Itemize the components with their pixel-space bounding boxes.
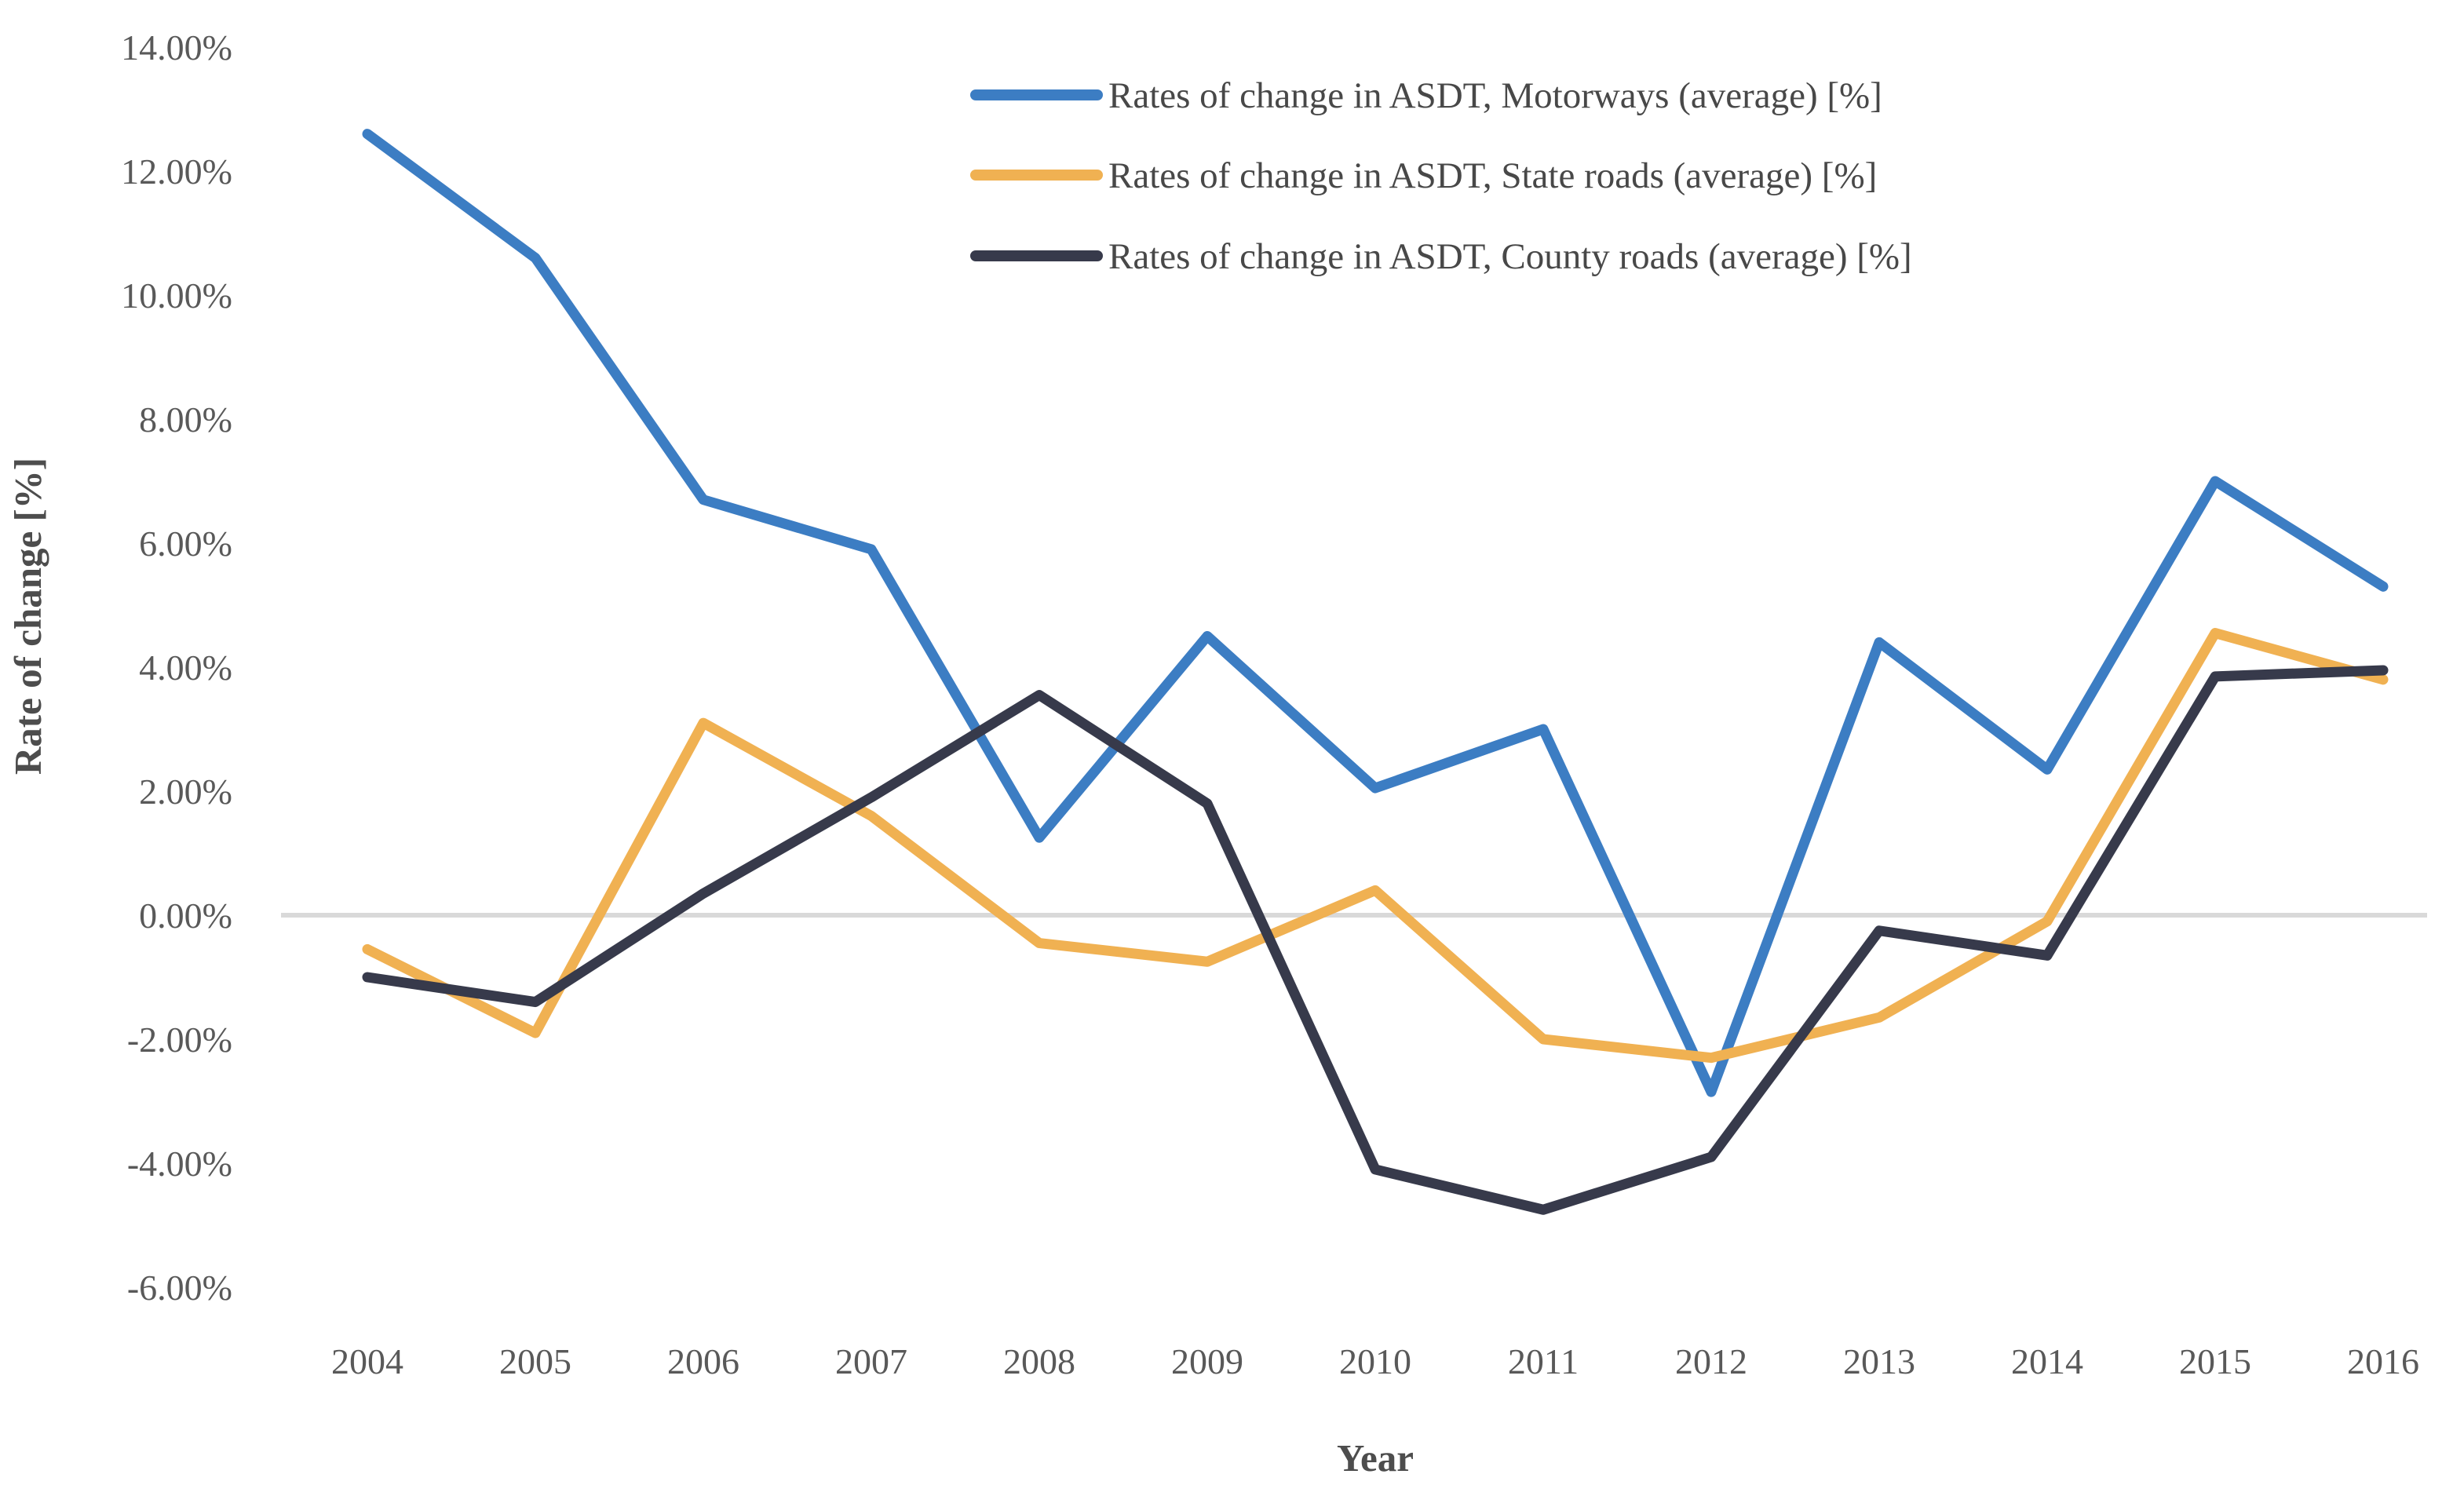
- y-axis-tick-labels: 14.00% 12.00% 10.00% 8.00% 6.00% 4.00% 2.00% 0.…: [121, 27, 232, 1308]
- y-tick-label: 6.00%: [139, 524, 232, 564]
- y-tick-label: 10.00%: [121, 275, 232, 316]
- x-tick-label: 2007: [835, 1341, 907, 1381]
- y-tick-label: 4.00%: [139, 648, 232, 688]
- x-tick-label: 2011: [1508, 1341, 1579, 1381]
- series-line-2: [362, 665, 2389, 1215]
- y-tick-label: -2.00%: [127, 1020, 232, 1060]
- x-tick-label: 2009: [1171, 1341, 1243, 1381]
- legend-item: Rates of change in ASDT, State roads (av…: [970, 155, 1877, 196]
- y-tick-label: 8.00%: [139, 400, 232, 440]
- x-tick-label: 2016: [2347, 1341, 2419, 1381]
- data-series-lines: [362, 129, 2389, 1215]
- legend-label: Rates of change in ASDT, Motorways (aver…: [1108, 75, 1882, 116]
- series-line-1: [362, 628, 2389, 1064]
- x-tick-label: 2010: [1339, 1341, 1411, 1381]
- x-tick-label: 2013: [1843, 1341, 1915, 1381]
- x-tick-label: 2015: [2179, 1341, 2251, 1381]
- x-axis-tick-labels: 2004 2005 2006 2007 2008 2009 2010 2011 2012 2013…: [331, 1341, 2419, 1381]
- y-tick-label: -4.00%: [127, 1144, 232, 1184]
- legend-label: Rates of change in ASDT, County roads (a…: [1108, 236, 1912, 277]
- x-tick-label: 2005: [499, 1341, 571, 1381]
- y-tick-label: 12.00%: [121, 151, 232, 192]
- y-axis-title: Rate of change [%]: [6, 458, 49, 775]
- x-tick-label: 2012: [1675, 1341, 1747, 1381]
- x-tick-label: 2004: [331, 1341, 403, 1381]
- y-tick-label: -6.00%: [127, 1268, 232, 1308]
- legend-item: Rates of change in ASDT, Motorways (aver…: [970, 75, 1882, 116]
- legend-label: Rates of change in ASDT, State roads (av…: [1108, 155, 1877, 196]
- x-tick-label: 2014: [2011, 1341, 2083, 1381]
- x-tick-label: 2006: [667, 1341, 739, 1381]
- legend: Rates of change in ASDT, Motorways (aver…: [970, 75, 1912, 277]
- y-tick-label: 14.00%: [121, 27, 232, 68]
- y-tick-label: 0.00%: [139, 896, 232, 936]
- x-tick-label: 2008: [1003, 1341, 1075, 1381]
- legend-item: Rates of change in ASDT, County roads (a…: [970, 236, 1912, 277]
- x-axis-title: Year: [1337, 1436, 1414, 1480]
- y-tick-label: 2.00%: [139, 772, 232, 812]
- series-line-0: [362, 129, 2389, 1097]
